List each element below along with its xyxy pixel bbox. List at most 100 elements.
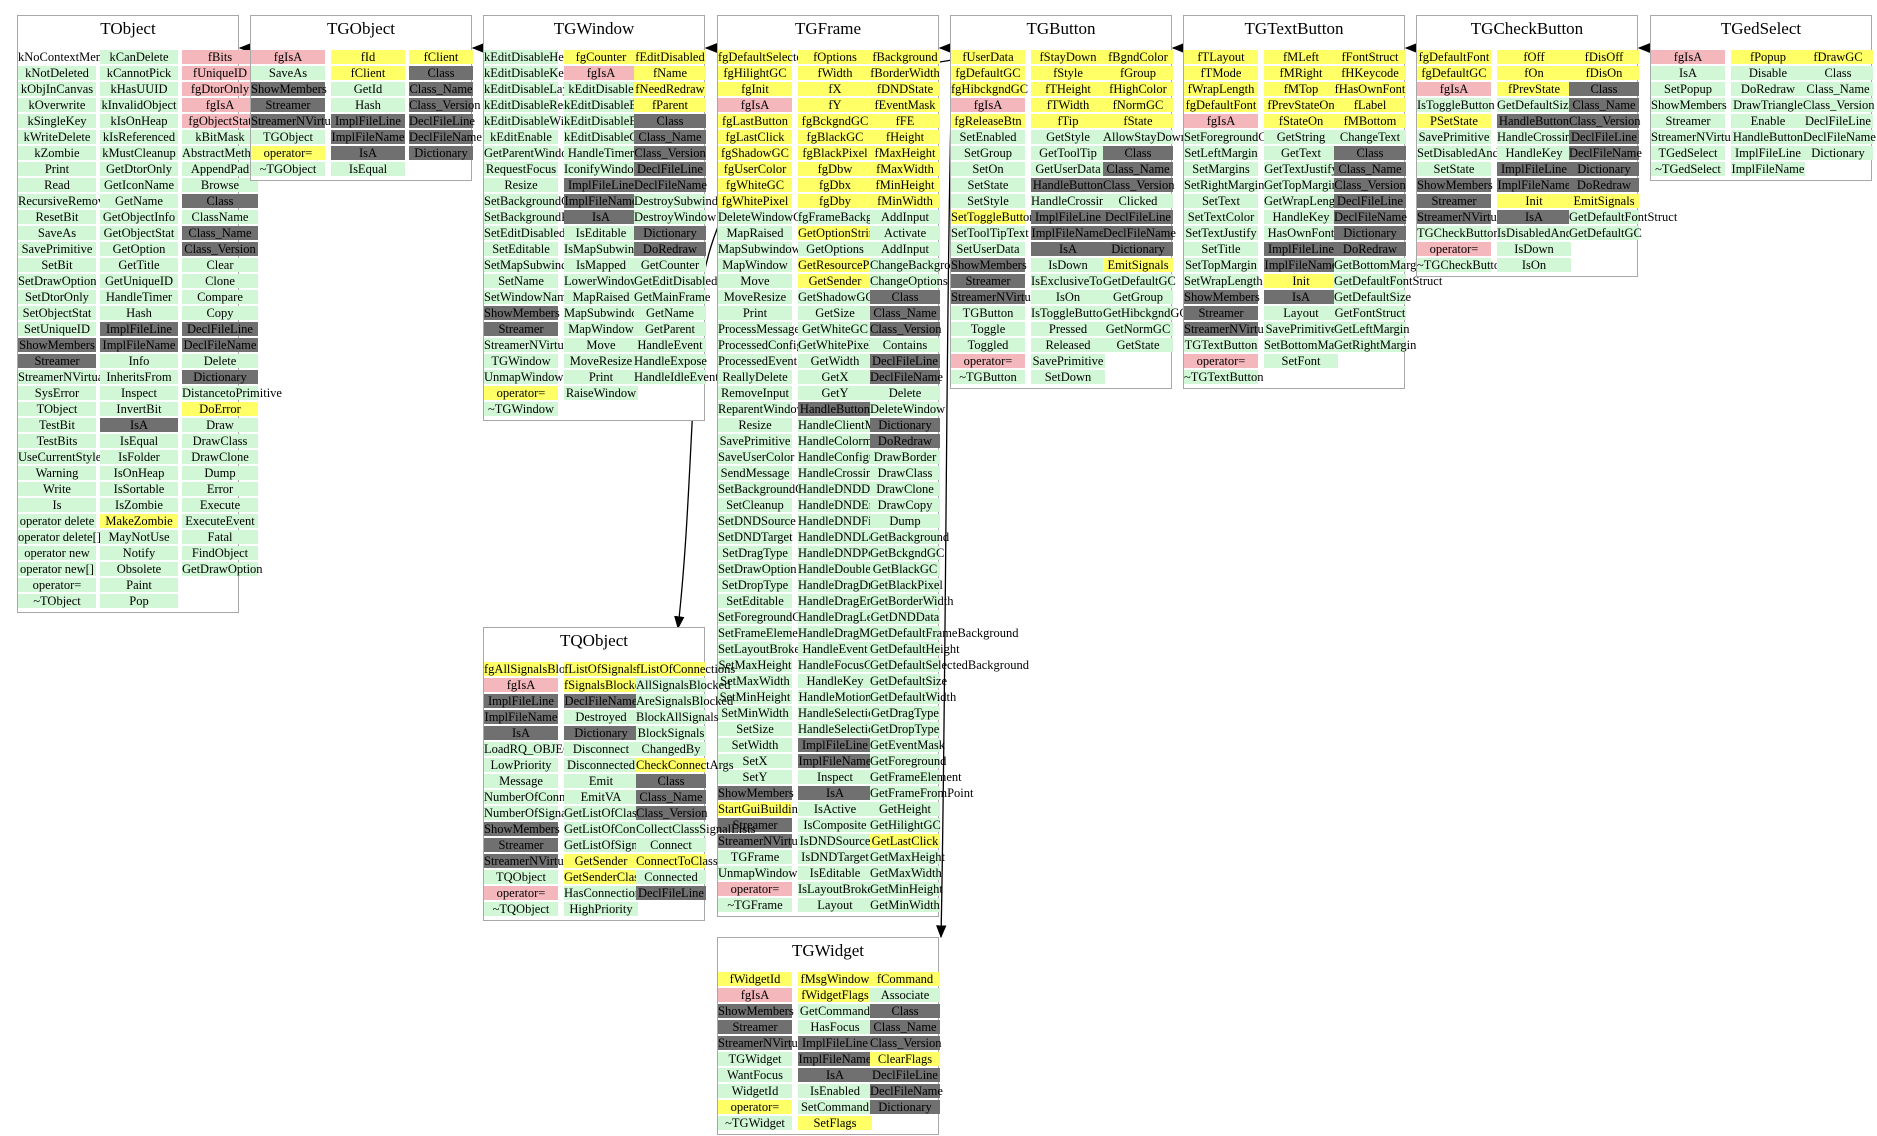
member-entry: kInvalidObject <box>100 98 178 112</box>
member-entry: IsMapSubwindows <box>564 242 661 256</box>
member-entry: kCanDelete <box>100 50 178 64</box>
member-entry: operator= <box>484 386 558 400</box>
member-entry: fgFrameBackground <box>798 210 902 224</box>
member-entry: HandleDNDPosition <box>798 546 903 560</box>
member-entry: DrawClone <box>870 482 940 496</box>
member-entry: GetDefaultHeight <box>870 642 960 656</box>
member-entry: ImplFileName <box>484 710 558 724</box>
member-entry: IsFolder <box>100 450 178 464</box>
member-entry: fgDby <box>798 194 872 208</box>
member-entry: ResetBit <box>18 210 96 224</box>
member-entry: SetFrameElement <box>718 626 808 640</box>
member-entry: InvertBit <box>100 402 178 416</box>
member-entry: GetTitle <box>100 258 178 272</box>
member-entry: GetDefaultSelectedBackground <box>870 658 1029 672</box>
member-entry: HandleIdleEvent <box>634 370 719 384</box>
member-entry: ImplFileLine <box>798 1036 872 1050</box>
member-entry: ImplFileName <box>1731 162 1805 176</box>
member-entry: kBitMask <box>182 130 258 144</box>
member-entry: HandleDragMotion <box>798 626 896 640</box>
member-entry: TGCheckButton <box>1417 226 1500 240</box>
member-entry: Dictionary <box>870 418 940 432</box>
member-entry: Dictionary <box>564 726 638 740</box>
member-entry: ChangeBackground <box>870 258 970 272</box>
member-entry: GetTextJustify <box>1264 162 1338 176</box>
member-entry: fHKeycode <box>1334 66 1406 80</box>
member-entry: DeclFileLine <box>1569 130 1639 144</box>
member-entry: Info <box>100 354 178 368</box>
member-entry: EmitVA <box>564 790 638 804</box>
member-entry: ImplFileLine <box>798 738 872 752</box>
member-entry: ReallyDelete <box>718 370 792 384</box>
member-entry: AreSignalsBlocked <box>636 694 734 708</box>
member-entry: GetListOfSignals <box>564 838 652 852</box>
member-entry: TestBits <box>18 434 96 448</box>
member-entry: Inspect <box>798 770 872 784</box>
member-entry: kIsOnHeap <box>100 114 178 128</box>
member-entry: Notify <box>100 546 178 560</box>
member-entry: IsOn <box>1497 258 1571 272</box>
member-entry: Clicked <box>1103 194 1173 208</box>
member-entry: Class_Version <box>634 146 706 160</box>
member-entry: IsEqual <box>100 434 178 448</box>
member-entry: IsEqual <box>331 162 405 176</box>
member-entry: Class <box>870 290 940 304</box>
member-entry: GetToolTip <box>1031 146 1105 160</box>
member-entry: DrawCopy <box>870 498 940 512</box>
member-entry: GetShadowGC <box>798 290 874 304</box>
member-entry: SavePrimitive <box>18 242 96 256</box>
class-title: TGedSelect <box>1720 19 1802 38</box>
member-entry: DoRedraw <box>870 434 940 448</box>
member-entry: IsDisabledAndSelected <box>1497 226 1615 240</box>
member-entry: HandleMotion <box>798 690 872 704</box>
member-entry: GetWhiteGC <box>798 322 872 336</box>
member-entry: SetToolTipText <box>951 226 1029 240</box>
member-entry: fWidgetFlags <box>798 988 872 1002</box>
member-entry: GetHibckgndGC <box>1103 306 1188 320</box>
member-entry: fgHibckgndGC <box>951 82 1029 96</box>
member-entry: DeclFileLine <box>870 1068 940 1082</box>
member-entry: GetFrameElement <box>870 770 962 784</box>
member-entry: GetState <box>1103 338 1173 352</box>
member-entry: kEditDisableGrab <box>564 130 655 144</box>
member-entry: SetLeftMargin <box>1184 146 1258 160</box>
member-entry: Message <box>484 774 558 788</box>
member-entry: Obsolete <box>100 562 178 576</box>
member-entry: Copy <box>182 306 258 320</box>
member-entry: fGroup <box>1103 66 1173 80</box>
member-entry: Pop <box>100 594 178 608</box>
member-entry: ProcessedEvent <box>718 354 798 368</box>
member-entry: fFE <box>870 114 940 128</box>
member-entry: Inspect <box>100 386 178 400</box>
member-entry: operator= <box>1417 242 1491 256</box>
member-entry: SetDNDTarget <box>718 530 793 544</box>
member-entry: GetParent <box>634 322 706 336</box>
member-entry: GetLeftMargin <box>1334 322 1410 336</box>
member-entry: HandleCrossing <box>798 466 879 480</box>
member-entry: Streamer <box>718 818 792 832</box>
member-entry: IsEditable <box>564 226 638 240</box>
member-entry: Hash <box>331 98 405 112</box>
member-entry: GetSender <box>564 854 638 868</box>
member-entry: fEditDisabled <box>634 50 706 64</box>
member-entry: GetLastClick <box>870 834 940 848</box>
member-entry: GetString <box>1264 130 1338 144</box>
member-entry: fListOfConnections <box>636 662 736 676</box>
member-entry: SetWidth <box>718 738 792 752</box>
member-entry: fTMode <box>1184 66 1258 80</box>
member-entry: SetEditable <box>484 242 558 256</box>
member-entry: SetTextJustify <box>1184 226 1258 240</box>
member-entry: FindObject <box>182 546 258 560</box>
member-entry: fMsgWindow <box>798 972 872 986</box>
member-entry: fOn <box>1497 66 1571 80</box>
member-entry: ImplFileName <box>1264 258 1338 272</box>
member-entry: ConnectToClass <box>636 854 718 868</box>
member-entry: Layout <box>1264 306 1338 320</box>
member-entry: Class <box>1334 146 1406 160</box>
member-entry: IsOnHeap <box>100 466 178 480</box>
member-entry: Paint <box>100 578 178 592</box>
member-entry: Dictionary <box>1103 242 1173 256</box>
member-entry: Fatal <box>182 530 258 544</box>
member-entry: HandleDragEnter <box>798 594 887 608</box>
